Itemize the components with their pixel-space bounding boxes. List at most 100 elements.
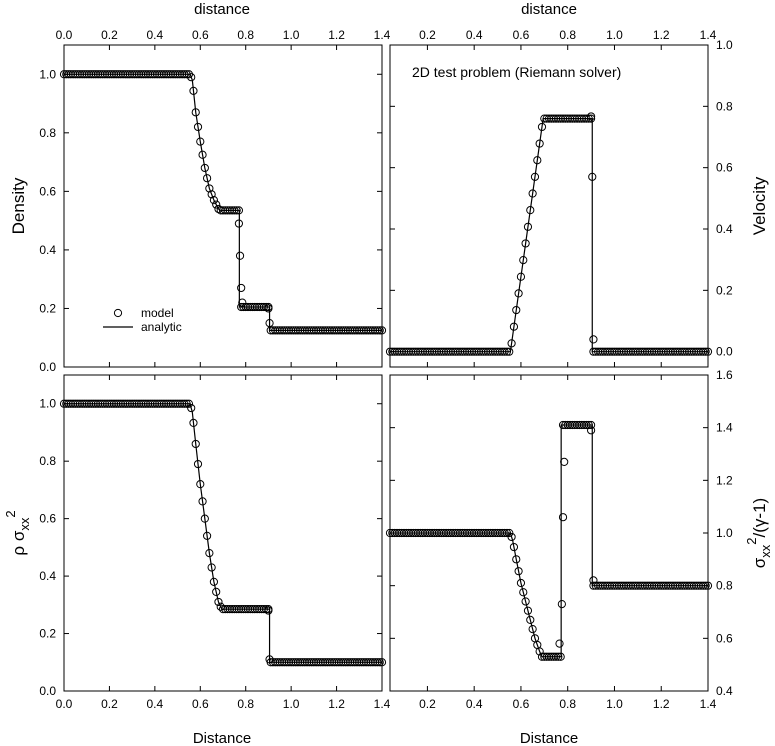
x-tick-label: 1.2 [653, 28, 670, 42]
analytic-curve [64, 73, 382, 332]
y-tick-label: 0.8 [716, 99, 733, 113]
analytic-curve [390, 118, 708, 353]
model-point [203, 531, 212, 540]
x-tick-label: 0.2 [419, 697, 436, 711]
model-point [699, 347, 708, 356]
x-tick-label: 1.2 [328, 28, 345, 42]
y-label-main: σ [750, 557, 769, 568]
model-point [516, 578, 526, 588]
y-tick-label: 0.6 [716, 631, 733, 645]
model-point [558, 513, 568, 522]
model-point [193, 122, 203, 132]
legend-analytic-label: analytic [141, 320, 182, 334]
model-point [507, 532, 516, 542]
model-point [526, 206, 535, 215]
y-label-subscript: xx [17, 517, 32, 531]
plot-frame [63, 374, 383, 692]
model-point [238, 298, 247, 307]
x-tick-label: 0.6 [513, 28, 530, 42]
x-tick-label: 0.4 [466, 28, 483, 42]
x-tick-label: 0.2 [419, 28, 436, 42]
plot-frame [63, 44, 383, 368]
model-point [586, 420, 596, 430]
y-tick-label: 0.8 [716, 579, 733, 593]
model-point [589, 335, 598, 344]
model-point [533, 156, 542, 165]
y-label-main: ρ σ [9, 530, 28, 555]
y-tick-label: 1.4 [716, 421, 733, 435]
x-tick-label: 1.0 [606, 697, 623, 711]
model-point [182, 399, 191, 408]
model-point [530, 172, 540, 181]
model-point [187, 403, 196, 413]
model-point [584, 420, 593, 430]
y-tick-label: 0.6 [716, 161, 733, 175]
x-tick-label: 0.4 [147, 28, 164, 42]
x-tick-label: 1.4 [374, 697, 391, 711]
y-tick-label: 1.0 [39, 67, 56, 81]
panel-velocity: 0.2 0.4 0.6 0.8 1.0 1.2 1.4 0.0 0.2 0.4 0.6 0.8 1.0 V… [385, 28, 769, 368]
x-tick-label: 0.8 [559, 697, 576, 711]
model-point [375, 326, 384, 335]
model-point [189, 418, 198, 427]
x-tick-label: 0.8 [237, 697, 254, 711]
model-point [586, 114, 596, 123]
top-xlabel-right: distance [521, 1, 577, 18]
model-point [265, 655, 274, 664]
model-point [191, 439, 200, 449]
model-point [505, 347, 514, 356]
y-tick-label: 0.6 [39, 512, 56, 526]
model-point [528, 189, 537, 198]
chart-annotation: 2D test problem (Riemann solver) [412, 64, 621, 80]
model-point [703, 581, 713, 590]
plot-frame [389, 44, 709, 368]
model-point [259, 302, 268, 312]
legend-model-marker [113, 308, 123, 318]
model-point [375, 658, 384, 667]
model-point [198, 150, 207, 159]
x-tick-label: 0.2 [101, 697, 118, 711]
model-point [209, 196, 219, 205]
model-point [264, 606, 273, 615]
model-point [519, 256, 528, 265]
x-tick-label: 1.4 [700, 697, 717, 711]
x-tick-label: 1.2 [328, 697, 345, 711]
model-point [182, 70, 191, 79]
model-point [512, 305, 521, 315]
legend-model-label: model [141, 306, 174, 320]
y-tick-label: 0.4 [39, 569, 56, 583]
x-tick-label: 0.6 [192, 28, 209, 42]
model-point [198, 497, 207, 506]
x-tick-label: 1.0 [283, 697, 300, 711]
model-point [232, 206, 241, 215]
x-tick-label: 0.0 [56, 697, 73, 711]
model-point [209, 577, 219, 586]
x-tick-label: 1.4 [700, 28, 717, 42]
model-point [507, 339, 516, 348]
model-point [180, 399, 189, 408]
model-point [588, 172, 597, 181]
x-tick-label: 1.0 [283, 28, 300, 42]
y-axis-label: σxx2/(γ-1) [744, 498, 773, 568]
model-point [514, 567, 523, 576]
model-point [521, 239, 530, 248]
model-point [584, 114, 593, 123]
y-label-tail: /(γ-1) [750, 498, 769, 538]
y-tick-label: 0.0 [39, 360, 56, 374]
model-point [586, 112, 596, 121]
y-tick-label: 0.2 [716, 283, 733, 297]
x-tick-label: 0.6 [192, 697, 209, 711]
y-tick-label: 0.6 [39, 184, 56, 198]
model-point [582, 114, 591, 123]
x-tick-label: 0.4 [147, 697, 164, 711]
model-point [557, 600, 566, 609]
model-point [500, 528, 509, 538]
model-point [212, 200, 221, 209]
model-point [701, 581, 710, 590]
model-point [265, 318, 274, 328]
model-point [523, 222, 533, 231]
y-tick-label: 1.0 [716, 38, 733, 52]
x-tick-label: 0.6 [513, 697, 530, 711]
model-point [535, 139, 544, 148]
